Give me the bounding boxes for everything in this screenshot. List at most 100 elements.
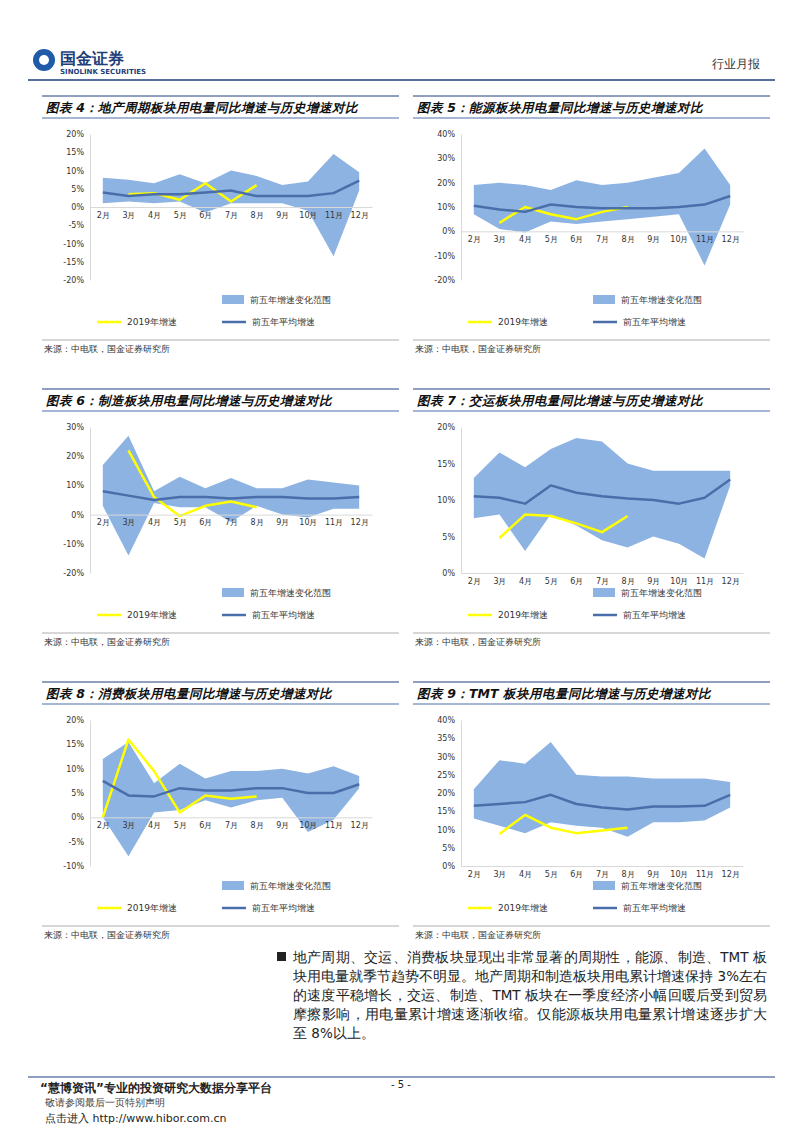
series-line [103,739,257,817]
legend-label: 前五年增速变化范围 [621,881,702,891]
title-rule [42,118,399,119]
range-band [474,149,730,266]
tick-label: 7月 [596,235,609,244]
range-band [474,438,730,558]
tick-label: 20% [66,130,84,139]
axis-line [461,428,462,574]
series-line [474,795,730,810]
tick: 8月 [622,573,635,586]
tick-label: 12月 [351,518,369,527]
tick: 10% [66,167,90,176]
tick-label: 2月 [97,211,110,220]
tick-label: 3月 [493,235,506,244]
tick-label: 7月 [225,518,238,527]
legend-swatch [222,295,244,304]
tick: 7月 [225,207,238,220]
tick: 10月 [670,573,688,586]
tick-label: 10% [437,496,455,505]
tick-label: 0% [71,203,84,212]
tick: 11月 [696,573,714,586]
tick: 3月 [493,573,506,586]
tick: 4月 [148,817,161,830]
chart-panel: 图表 4：地产周期板块用电量同比增速与历史增速对比-20%-15%-10%-5%… [42,96,399,354]
tick-label: 5月 [545,577,558,586]
tick-label: 6月 [570,870,583,879]
tick-label: 5% [442,533,455,542]
tick-label: 4月 [519,577,532,586]
legend-item: 前五年增速变化范围 [222,295,331,305]
tick-label: 10% [66,481,84,490]
axis-line [462,866,744,867]
chart-title: 图表 5：能源板块用电量同比增速与历史增速对比 [417,100,704,115]
tick-label: 7月 [225,211,238,220]
tick-label: 5月 [174,518,187,527]
tick: 6月 [570,231,583,244]
tick-label: 8月 [251,518,264,527]
x-axis: 2月3月4月5月6月7月8月9月10月11月12月 [462,231,744,244]
tick: 35% [437,734,461,743]
tick: 12月 [722,231,740,244]
chart-panel: 图表 7：交运板块用电量同比增速与历史增速对比0%5%10%15%20%2月3月… [413,389,770,647]
tick-label: 4月 [519,870,532,879]
tick: 15% [437,460,461,469]
tick: 5% [71,185,90,194]
plot-area [474,742,730,837]
tick: 30% [437,154,461,163]
tick: 5% [442,844,461,853]
tick: -10% [63,540,90,549]
tick: 10月 [299,515,317,528]
series-line [499,515,627,538]
tick-label: 6月 [199,211,212,220]
axis-line [90,721,91,867]
tick: -5% [68,838,90,847]
legend-item: 2019年增速 [97,317,177,327]
legend-item: 前五年增速变化范围 [222,588,331,598]
tick-label: -10% [63,240,84,249]
company-name-en: SINOLINK SECURITIES [60,68,146,76]
title-rule [42,682,399,683]
tick: 9月 [647,573,660,586]
legend-item: 前五年增速变化范围 [593,588,702,598]
tick-label: 0% [71,813,84,822]
tick-label: 3月 [493,577,506,586]
tick: 30% [66,423,90,432]
tick: 11月 [696,866,714,879]
tick: 7月 [225,817,238,830]
tick-label: 12月 [351,211,369,220]
tick-label: 40% [437,716,455,725]
tick: 10% [66,481,90,490]
source-rule [413,926,770,927]
tick-label: 0% [442,862,455,871]
tick: 10月 [299,207,317,220]
tick-label: -5% [68,838,84,847]
footer: “慧博资讯”专业的投资研究大数据分享平台- 5 -敬请参阅最后一页特别声明点击进… [28,1077,775,1125]
tick: 5% [71,789,90,798]
series-line [128,450,256,516]
tick-label: 0% [71,511,84,520]
tick: 2月 [468,573,481,586]
tick-label: 9月 [276,518,289,527]
tick: 0% [71,203,90,212]
tick-label: 8月 [622,577,635,586]
tick-label: 4月 [148,211,161,220]
plot-area [474,149,730,266]
tick: 10% [437,496,461,505]
tick-label: 10月 [299,211,317,220]
tick: 9月 [647,866,660,879]
tick: 8月 [622,866,635,879]
chart-source: 来源：中电联，国金证券研究所 [44,344,170,354]
tick: 5月 [174,207,187,220]
axis-line [461,721,462,867]
tick: 12月 [351,515,369,528]
tick-label: 10% [66,765,84,774]
tick-label: -10% [63,540,84,549]
legend-label: 2019年增速 [498,317,548,327]
legend-label: 前五年增速变化范围 [621,588,702,598]
tick-label: 5月 [174,211,187,220]
tick: 4月 [519,573,532,586]
tick: 3月 [122,207,135,220]
tick-label: 7月 [225,821,238,830]
tick-label: 30% [437,154,455,163]
y-axis: -10%-5%0%5%10%15%20% [63,716,90,871]
tick: 20% [437,423,461,432]
